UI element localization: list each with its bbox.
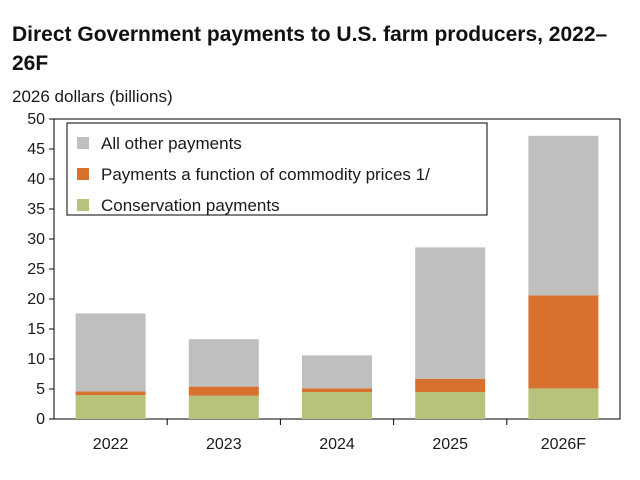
bar-segment [75,395,146,419]
bar-segment [75,313,146,392]
legend-swatch [77,199,89,211]
y-tick-label: 5 [36,381,45,398]
y-tick-label: 50 [27,111,45,128]
bar-segment [415,247,486,379]
x-tick-label: 2026F [541,436,587,453]
bar-segment [302,355,372,389]
x-tick-label: 2025 [432,436,468,453]
x-tick-label: 2022 [93,436,129,453]
y-tick-label: 40 [27,171,45,188]
legend-label: Payments a function of commodity prices … [101,165,430,184]
legend-label: Conservation payments [101,196,280,215]
bar-segment [188,395,259,419]
y-tick-label: 30 [27,231,45,248]
bar-segment [302,388,372,392]
bar-segment [528,135,599,296]
y-tick-label: 45 [27,141,45,158]
y-axis-label: 2026 dollars (billions) [12,87,173,106]
y-tick-label: 35 [27,201,45,218]
bar-segment [302,392,372,419]
legend-label: All other payments [101,134,242,153]
bar-segment [415,392,486,419]
bar-segment [75,391,146,395]
y-tick-label: 15 [27,321,45,338]
legend-swatch [77,137,89,149]
bar-segment [415,378,486,392]
y-tick-label: 25 [27,261,45,278]
legend-swatch [77,168,89,180]
legend-box [66,122,488,216]
bar-segment [528,388,599,419]
x-tick-label: 2023 [206,436,242,453]
y-tick-label: 0 [36,411,45,428]
bar-segment [188,386,259,396]
y-tick-label: 10 [27,351,45,368]
bar-segment [528,295,599,389]
y-tick-label: 20 [27,291,45,308]
bar-segment [188,339,259,387]
x-tick-label: 2024 [319,436,355,453]
chart-title: Direct Government payments to U.S. farm … [12,23,608,75]
